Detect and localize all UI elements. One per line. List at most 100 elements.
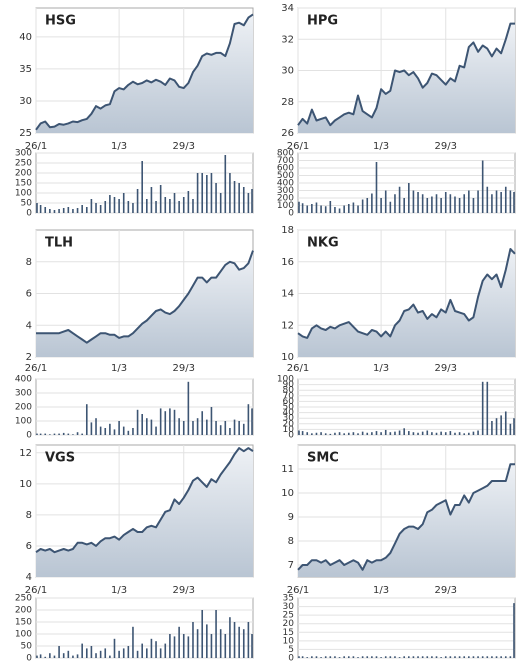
volume-bar: [454, 432, 456, 435]
volume-bar: [127, 201, 130, 213]
volume-bar: [229, 428, 231, 435]
y-tick-label: 30: [283, 414, 295, 424]
volume-bar: [347, 432, 350, 435]
y-tick-label: 50: [21, 199, 33, 209]
volume-bar: [315, 202, 318, 213]
x-tick-label: 1/3: [111, 363, 127, 374]
volume-bar: [219, 425, 222, 435]
volume-bar: [463, 433, 466, 435]
y-tick-label: 25: [19, 128, 32, 139]
volume-bar: [90, 646, 93, 658]
volume-bar: [127, 646, 130, 658]
volume-bar: [58, 209, 60, 213]
volume-bar: [233, 419, 236, 435]
volume-bar: [95, 418, 97, 435]
volume-bar: [440, 657, 442, 658]
volume-bar: [72, 209, 74, 213]
volume-bar: [513, 603, 515, 658]
volume-bar: [62, 432, 65, 435]
volume-bar: [122, 193, 125, 213]
y-tick-label: 150: [15, 179, 32, 189]
volume-bar: [85, 207, 88, 213]
y-tick-label: 100: [277, 201, 294, 211]
volume-bar: [53, 433, 56, 435]
volume-bar: [338, 432, 341, 435]
volume-bar: [352, 656, 355, 658]
volume-bar: [426, 656, 429, 658]
volume-bar: [371, 432, 373, 435]
volume-bar: [85, 404, 88, 435]
volume-bar: [219, 629, 222, 658]
volume-bar: [394, 194, 396, 213]
price-line: [297, 248, 516, 339]
volume-bar: [90, 199, 93, 213]
price-line: [35, 13, 254, 131]
volume-bar: [298, 430, 300, 435]
y-tick-label: 500: [277, 171, 294, 181]
volume-bar: [81, 205, 83, 213]
price-area: [36, 14, 253, 133]
volume-bar: [421, 194, 424, 213]
volume-bar: [104, 648, 107, 658]
volume-bar: [412, 190, 415, 213]
x-tick-label: 26/1: [25, 141, 47, 152]
volume-bar: [324, 656, 327, 658]
x-tick-label: 29/3: [173, 585, 195, 596]
volume-bar: [196, 418, 199, 435]
volume-bar: [146, 199, 148, 213]
stock-title: NKG: [307, 236, 339, 251]
volume-bar: [201, 173, 204, 213]
volume-bar: [36, 655, 38, 658]
volume-bar: [224, 421, 227, 435]
y-tick-label: 8: [26, 257, 32, 268]
y-tick-label: 50: [283, 403, 295, 413]
volume-bar: [380, 198, 382, 213]
y-tick-label: 28: [281, 97, 294, 108]
volume-bar: [238, 626, 240, 658]
volume-bar: [210, 173, 213, 213]
volume-bar: [196, 629, 199, 658]
volume-bar: [468, 656, 470, 658]
volume-bar: [311, 204, 313, 213]
volume-bar: [338, 657, 341, 658]
volume-bar: [238, 183, 240, 213]
volume-bar: [164, 411, 167, 435]
volume-bar: [398, 657, 401, 658]
volume-bar: [421, 656, 424, 658]
volume-bar: [132, 428, 134, 435]
volume-bar: [122, 426, 125, 435]
y-tick-label: 34: [281, 3, 294, 14]
volume-bar: [247, 404, 250, 435]
volume-bar: [366, 656, 369, 658]
volume-bar: [426, 198, 429, 213]
volume-bar: [334, 207, 336, 213]
y-tick-label: 14: [281, 289, 294, 300]
volume-bar: [109, 655, 111, 658]
y-tick-label: 250: [15, 594, 32, 604]
volume-bar: [324, 206, 327, 213]
x-tick-label: 1/3: [111, 141, 127, 152]
volume-bar: [76, 208, 79, 213]
volume-bar: [62, 653, 65, 658]
volume-bar: [375, 162, 378, 213]
volume-bar: [178, 418, 180, 435]
volume-bar: [306, 205, 309, 213]
volume-bar: [495, 656, 498, 658]
volume-bar: [150, 187, 153, 213]
y-tick-label: 250: [15, 159, 32, 169]
volume-bar: [491, 421, 493, 435]
volume-bar: [481, 160, 484, 213]
volume-bar: [192, 622, 194, 658]
volume-bar: [187, 381, 190, 435]
volume-bar: [187, 636, 190, 658]
volume-bar: [242, 629, 245, 658]
volume-bar: [49, 653, 51, 658]
y-tick-label: 32: [281, 34, 294, 45]
volume-bar: [311, 433, 313, 435]
volume-bar: [458, 432, 461, 435]
volume-bar: [491, 656, 493, 658]
volume-bar: [206, 175, 208, 213]
volume-bar: [472, 198, 475, 213]
volume-bar: [72, 655, 74, 658]
